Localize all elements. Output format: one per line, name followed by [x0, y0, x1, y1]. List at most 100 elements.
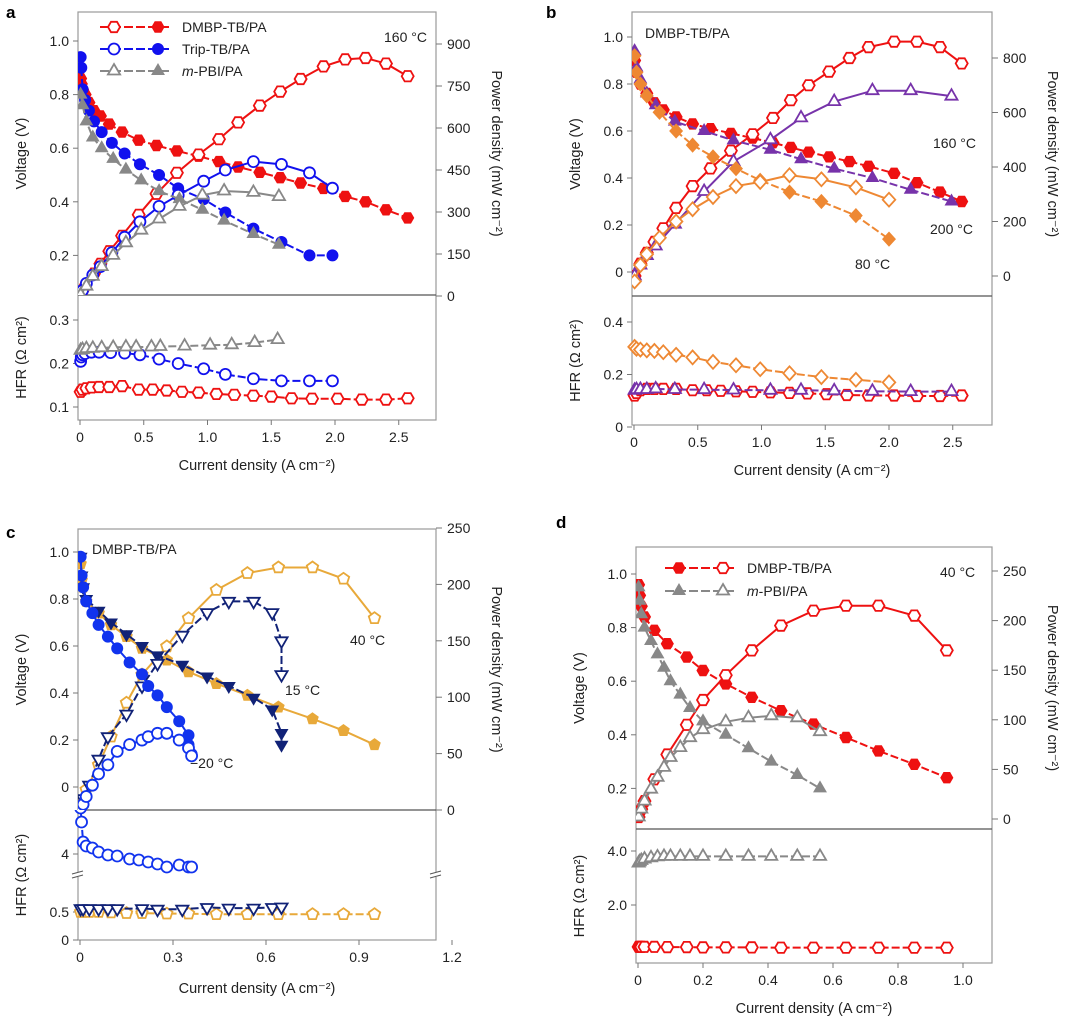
data-point [273, 85, 288, 98]
data-point [246, 226, 261, 238]
data-point [123, 738, 137, 751]
x-tick-label: 1.0 [953, 972, 973, 988]
data-point [673, 686, 688, 699]
data-point [86, 778, 99, 792]
legend-label: DMBP-TB/PA [182, 19, 267, 35]
data-point [78, 86, 88, 99]
data-point [718, 712, 734, 727]
data-point [632, 256, 648, 274]
hfr-data-point [246, 389, 261, 402]
panel-annotation: DMBP-TB/PA [92, 541, 177, 557]
data-point [932, 41, 948, 54]
data-point [101, 630, 114, 643]
data-point [763, 706, 779, 721]
hfr-axis-label: HFR (Ω cm²) [568, 319, 584, 402]
data-point [338, 53, 353, 66]
series-label: 160 °C [933, 135, 976, 151]
data-point [134, 172, 149, 185]
x-tick-label: 0.5 [688, 434, 708, 450]
hfr-data-point [939, 941, 954, 954]
y-left-tick-label: 0.6 [604, 123, 624, 139]
data-point [729, 160, 743, 177]
y-right-axis-label: Power density (mW cm⁻²) [1044, 71, 1060, 237]
hfr-data-point [109, 904, 125, 918]
y-right-tick-label: 600 [1003, 105, 1027, 121]
y-right-tick-label: 100 [1003, 712, 1027, 728]
data-point [763, 141, 778, 154]
legend-marker-icon [715, 561, 731, 575]
data-point [78, 61, 88, 74]
panel-letter: c [6, 523, 15, 542]
data-point [903, 81, 919, 96]
hfr-data-point [378, 393, 394, 406]
data-point [826, 92, 842, 106]
data-point [78, 97, 90, 110]
x-tick-label: 2.0 [879, 434, 899, 450]
x-tick-label: 2.5 [389, 429, 409, 445]
data-point [152, 199, 166, 213]
data-point [663, 673, 678, 686]
series-line-m-pbi-pa-voltage [79, 94, 280, 246]
data-point [726, 132, 741, 145]
data-point [271, 560, 286, 574]
hfr-data-point [209, 387, 224, 400]
data-point [79, 790, 93, 803]
hfr-data-point [143, 338, 160, 352]
series-label: 80 °C [855, 256, 890, 272]
data-point [175, 660, 190, 673]
x-tick-label: 0.2 [693, 972, 713, 988]
hfr-data-point [102, 380, 117, 394]
data-point [838, 599, 854, 612]
x-tick-label: 0.3 [163, 949, 183, 965]
hfr-data-point [152, 337, 168, 351]
legend-marker-icon [151, 21, 165, 33]
data-point [79, 113, 94, 126]
data-point [303, 249, 316, 262]
panel-a: a 0 0.5 1.0 1.5 2.0 2.5 Current density (A cm⁻²… [6, 3, 504, 474]
data-point [105, 246, 121, 260]
hfr-data-point [773, 941, 789, 954]
legend-marker-icon [672, 583, 686, 595]
hfr-data-point [871, 941, 886, 954]
data-point [643, 780, 659, 794]
y-left-tick-label: 0.6 [608, 673, 628, 689]
data-point [379, 204, 393, 216]
data-point [95, 126, 108, 139]
data-point [669, 123, 684, 139]
data-point [106, 150, 121, 163]
data-point [705, 188, 721, 206]
data-point [359, 196, 373, 208]
data-point [221, 596, 237, 611]
data-point [789, 708, 805, 723]
data-point [827, 160, 842, 173]
hfr-data-point [171, 357, 185, 370]
data-point [78, 51, 87, 64]
hfr-tick-label: 4.0 [608, 843, 628, 859]
data-point [728, 177, 744, 195]
hfr-data-point [199, 903, 215, 917]
hfr-data-point [131, 383, 146, 396]
legend-marker-icon [107, 42, 121, 56]
axis-break-mark [429, 874, 442, 879]
data-point [848, 179, 864, 196]
data-point [783, 94, 798, 107]
panel-d: d 0 0.2 0.4 0.6 0.8 1.0 Current density (A cm⁻²… [556, 513, 1060, 1017]
hfr-data-point [105, 338, 121, 352]
x-tick-label: 2.0 [325, 429, 345, 445]
data-point [813, 171, 829, 188]
data-point [939, 644, 954, 657]
axis-break-gap [430, 872, 442, 877]
data-point [86, 607, 99, 620]
x-tick-label: 0.9 [349, 949, 369, 965]
hfr-data-point [221, 903, 237, 917]
hfr-data-point [145, 383, 160, 396]
series-group [78, 51, 415, 295]
data-point [861, 41, 876, 54]
data-point [802, 146, 816, 158]
hfr-data-point [887, 389, 902, 402]
x-tick-label: 0.5 [134, 429, 154, 445]
hfr-data-point [662, 847, 679, 861]
data-point [637, 619, 652, 632]
legend-label-rest: -PBI/PA [759, 583, 808, 599]
